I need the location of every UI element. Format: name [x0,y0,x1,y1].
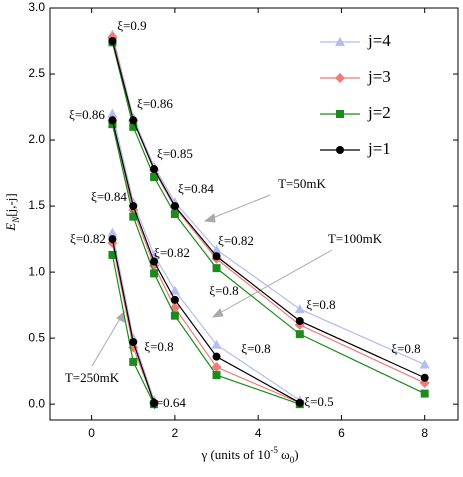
x-label-sub: 0 [290,455,295,465]
y-tick-label: 2.5 [28,66,45,80]
marker [170,202,179,211]
xi-annotation: ξ=0.9 [117,18,146,33]
y-label-main: E [3,223,18,232]
marker [108,235,117,244]
arrows [91,194,333,367]
x-label-end: ) [294,447,298,462]
x-tick-label: 8 [421,426,428,440]
marker [295,330,304,339]
xi-annotation: ξ=0.82 [154,245,190,260]
y-label-sub: N [11,216,21,224]
arrow-head [116,310,125,323]
xi-annotation: ξ=0.86 [69,107,105,122]
marker [108,250,117,259]
legend-label: j=4 [367,31,391,50]
marker [420,389,429,398]
x-tick-label: 2 [172,426,179,440]
x-label-main: γ (units of 10 [200,447,270,462]
arrow-100 [217,249,333,315]
marker [212,252,221,261]
xi-annotation: ξ=0.85 [157,146,193,161]
marker [295,398,304,407]
x-axis-label: γ (units of 10-5 ω0) [200,445,298,465]
marker [295,316,304,325]
xi-annotation: ξ=0.8 [306,297,335,312]
legend-label: j=3 [367,67,391,86]
marker [129,357,138,366]
marker [150,398,159,407]
marker [150,173,159,182]
series-line [111,120,301,404]
marker [107,227,118,237]
xi-annotation: ξ=0.8 [391,341,420,356]
plot-frame [49,7,459,421]
group-label: T=250mK [65,370,120,385]
marker [212,264,221,273]
legend-marker [336,146,344,154]
legend-label: j=2 [367,103,391,122]
xi-annotation: ξ=0.82 [218,233,254,248]
legend-label: j=1 [367,139,391,158]
arrow-head [203,213,216,223]
marker [129,202,138,211]
y-label-rest: [j,-j] [3,193,18,216]
marker [212,371,221,380]
group-label: T=100mK [328,231,383,246]
marker [150,269,159,278]
marker [129,122,138,131]
marker [212,352,221,361]
x-tick-label: 6 [338,426,345,440]
x-label-omega: ω [278,447,290,462]
xi-annotation: ξ=0.84 [178,181,214,196]
group-label: T=50mK [278,176,326,191]
marker [129,212,138,221]
y-tick-label: 0.5 [28,330,45,344]
arrow-50 [209,194,271,220]
marker [150,257,159,266]
marker [211,339,222,349]
x-tick-label: 4 [255,426,262,440]
legend-marker [335,37,345,46]
xi-annotation: ξ=0.8 [144,339,173,354]
marker [129,116,138,125]
legend-marker [336,110,344,118]
xi-annotation: ξ=0.84 [91,189,127,204]
marker [169,285,180,295]
marker [211,362,222,373]
series-line [111,124,300,405]
xi-annotation: ξ=0.8 [209,283,238,298]
marker [170,210,179,218]
legend-marker [335,73,345,83]
y-tick-label: 2.0 [28,132,45,146]
marker [420,373,429,382]
marker [108,37,117,46]
marker [149,249,160,259]
x-tick-label: 0 [88,426,95,440]
marker [108,116,117,125]
marker [170,311,179,320]
marker [107,108,118,118]
xi-annotation: ξ=0.5 [304,394,333,409]
marker [211,244,222,254]
y-tick-label: 1.5 [28,198,45,212]
y-tick-label: 0.0 [28,396,45,410]
marker [129,338,138,347]
x-label-sup: -5 [270,445,278,455]
marker [150,165,159,174]
xi-annotation: ξ=0.82 [70,231,106,246]
xi-annotation: ξ=0.86 [137,96,173,111]
arrow-head [211,308,224,318]
series-line [111,120,301,404]
y-tick-label: 1.0 [28,264,45,278]
y-tick-label: 3.0 [28,0,45,14]
xi-annotation: ξ=0.8 [241,341,270,356]
xi-annotation: ξ=0.64 [150,395,186,410]
marker [419,359,430,369]
series-line [111,113,301,401]
y-axis-label: EN[j,-j] [3,193,21,231]
arrow-250 [91,316,122,367]
marker [170,295,179,304]
marker [294,304,305,314]
